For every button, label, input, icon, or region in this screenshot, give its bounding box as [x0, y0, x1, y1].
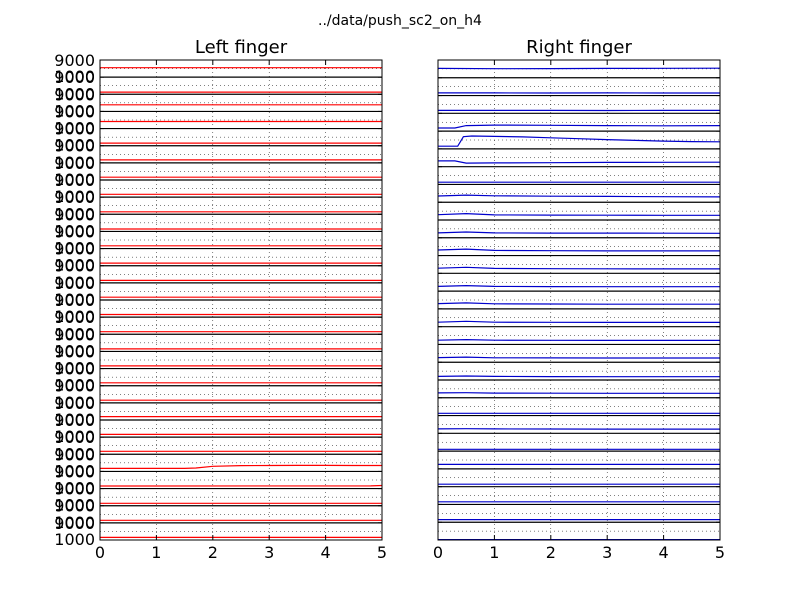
left-finger-series-line [100, 464, 382, 469]
right-finger-series-line [437, 231, 721, 234]
right-finger-series-line [437, 248, 720, 252]
right-finger-series-line [437, 194, 721, 198]
right-finger-series-line [437, 212, 720, 216]
left-finger-ytick-label: 1000 [54, 479, 95, 498]
left-finger-xtick-label: 2 [208, 543, 218, 562]
left-finger-ytick-label: 9000 [54, 411, 95, 430]
left-finger-ytick-label: 9000 [54, 222, 95, 241]
left-finger-ytick-label: 9000 [54, 360, 95, 379]
right-finger-series-line [437, 356, 720, 359]
right-finger-series-line [437, 266, 720, 270]
left-finger-ytick-label: 9000 [54, 497, 95, 516]
right-finger-xtick-label: 3 [602, 543, 612, 562]
left-finger-x-axis: 0 1 2 3 4 5 [95, 60, 387, 562]
left-finger-xtick-label: 1 [151, 543, 161, 562]
left-finger-ytick-label: 9000 [54, 308, 95, 327]
left-finger-ytick-label: 9000 [54, 428, 95, 447]
left-finger-ytick-label: 9000 [54, 377, 95, 396]
left-finger-ytick-label: 9000 [54, 137, 95, 156]
left-finger-ytick-label: 1000 [54, 239, 95, 258]
left-finger-ytick-label: 1000 [54, 530, 95, 549]
left-finger-title: Left finger [195, 37, 288, 58]
left-finger-ytick-label: 1000 [54, 461, 95, 480]
right-finger-series-line [437, 284, 720, 288]
left-finger-ytick-label: 1000 [54, 273, 95, 292]
left-finger-ytick-label: 1000 [54, 187, 95, 206]
left-finger-ytick-label: 1000 [54, 290, 95, 309]
left-finger-series-line [99, 484, 383, 487]
left-finger-ytick-label: 9000 [54, 102, 95, 121]
left-finger-ytick-label: 1000 [54, 376, 95, 395]
left-finger-ytick-label: 9000 [54, 257, 95, 276]
right-finger-panel: Right finger 0 1 2 3 4 5 [433, 37, 725, 562]
right-finger-series-line [437, 302, 720, 305]
left-finger-ytick-label: 9000 [54, 205, 95, 224]
left-finger-ytick-label: 9000 [54, 480, 95, 499]
left-finger-ytick-label: 1000 [54, 444, 95, 463]
left-finger-ytick-label: 1000 [54, 136, 95, 155]
left-finger-rows [99, 60, 383, 540]
right-finger-series-line [437, 375, 720, 378]
right-finger-series-line [437, 320, 720, 323]
left-finger-ytick-label: 9000 [54, 154, 95, 173]
left-finger-ytick-label: 9000 [54, 445, 95, 464]
left-finger-xtick-label: 5 [377, 543, 387, 562]
left-finger-xtick-label: 0 [95, 543, 105, 562]
left-finger-ytick-label: 9000 [54, 325, 95, 344]
right-finger-xtick-label: 0 [433, 543, 443, 562]
right-finger-series-line [437, 392, 720, 394]
right-finger-series-line [437, 67, 721, 70]
left-finger-ytick-label: 1000 [54, 341, 95, 360]
right-finger-xtick-label: 5 [715, 543, 725, 562]
left-finger-ytick-label: 1000 [54, 410, 95, 429]
left-finger-ytick-label: 1000 [54, 84, 95, 103]
left-finger-ytick-label: 1000 [54, 324, 95, 343]
left-finger-ytick-label: 9000 [54, 85, 95, 104]
right-finger-x-axis: 0 1 2 3 4 5 [433, 60, 725, 562]
left-finger-ytick-label: 9000 [54, 462, 95, 481]
right-finger-series-line [438, 160, 721, 164]
left-finger-ytick-label: 9000 [54, 120, 95, 139]
right-finger-axes-frame [437, 59, 721, 541]
right-finger-xtick-label: 1 [489, 543, 499, 562]
left-finger-ytick-label: 9000 [54, 188, 95, 207]
left-finger-ytick-label: 1000 [54, 204, 95, 223]
left-finger-ytick-label: 1000 [54, 513, 95, 532]
right-finger-xtick-label: 4 [659, 543, 669, 562]
left-finger-ytick-label: 1000 [54, 101, 95, 120]
left-finger-ytick-label: 9000 [54, 171, 95, 190]
right-finger-series-line [438, 124, 721, 129]
right-finger-series-line [437, 338, 720, 341]
left-finger-ytick-label: 9000 [54, 51, 95, 70]
left-finger-ytick-label: 9000 [54, 274, 95, 293]
left-finger-ytick-label: 1000 [54, 170, 95, 189]
right-finger-xtick-label: 2 [546, 543, 556, 562]
left-finger-ytick-label: 9000 [54, 394, 95, 413]
left-finger-ytick-label: 9000 [54, 342, 95, 361]
left-finger-ytick-label: 1000 [54, 221, 95, 240]
left-finger-ytick-label: 1000 [54, 153, 95, 172]
left-finger-ytick-label: 1000 [54, 359, 95, 378]
right-finger-rows [437, 60, 721, 541]
left-finger-ytick-label: 1000 [54, 256, 95, 275]
left-finger-xtick-label: 4 [321, 543, 331, 562]
left-finger-ytick-label: 1000 [54, 307, 95, 326]
left-finger-ytick-label: 1000 [54, 393, 95, 412]
left-finger-ytick-label: 9000 [54, 240, 95, 259]
right-finger-y-axis [438, 59, 720, 523]
left-finger-y-axis: 9000100090001000900010009000100090001000… [54, 51, 382, 549]
left-finger-ytick-label: 9000 [54, 514, 95, 533]
figure-suptitle: ../data/push_sc2_on_h4 [318, 13, 482, 29]
left-finger-ytick-label: 9000 [54, 291, 95, 310]
left-finger-ytick-label: 1000 [54, 119, 95, 138]
right-finger-series-line [438, 135, 721, 147]
left-finger-xtick-label: 3 [264, 543, 274, 562]
left-finger-ytick-label: 1000 [54, 427, 95, 446]
left-finger-ytick-label: 1000 [54, 496, 95, 515]
left-finger-ytick-label: 9000 [54, 68, 95, 87]
right-finger-title: Right finger [526, 37, 632, 58]
left-finger-ytick-label: 1000 [54, 67, 95, 86]
